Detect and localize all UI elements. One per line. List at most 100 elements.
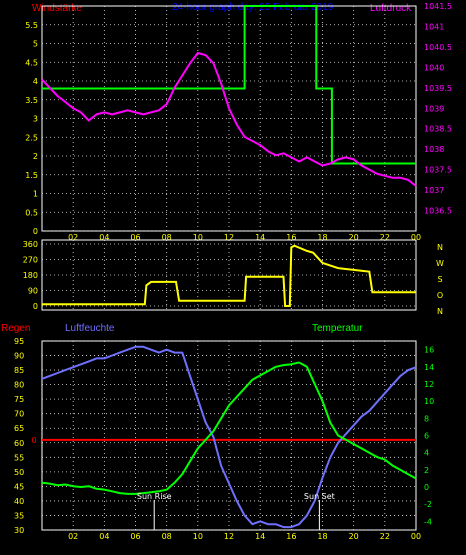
humidity-label: Luftfeuchte xyxy=(65,323,115,334)
chart-title: 24-hour graph day: 25 Februar 2019 xyxy=(172,2,334,13)
pressure-axis-label: Luftdruck xyxy=(370,3,412,14)
y-tick-label-left: 270 xyxy=(23,256,38,265)
wind-direction-panel: 0 90 180 270 360 xyxy=(23,239,417,311)
y-tick-label-right: 16 xyxy=(424,346,434,355)
y-tick-label-right: -4 xyxy=(424,517,432,526)
x-tick-label: 12 xyxy=(224,532,234,541)
x-tick-label: 02 xyxy=(68,532,78,541)
sunrise-label: Sun Rise xyxy=(137,492,172,501)
x-tick-label: 06 xyxy=(130,532,140,541)
x-tick-label: 02 xyxy=(68,233,78,242)
pressure-series-line xyxy=(41,52,417,187)
y-tick-label-right: 1039.5 xyxy=(424,84,452,93)
y-tick-label-right: 1037.5 xyxy=(424,166,452,175)
y-tick-label-left: 4.5 xyxy=(25,58,38,67)
x-tick-label: 14 xyxy=(255,532,265,541)
compass-letter: S xyxy=(437,275,442,284)
temperature-series-line xyxy=(41,361,417,495)
y-tick-label-left: 50 xyxy=(14,468,24,477)
y-tick-label-left: 90 xyxy=(28,287,38,296)
compass-letter: O xyxy=(437,291,443,300)
y-tick-label-left: 5 xyxy=(33,40,38,49)
x-tick-label: 14 xyxy=(255,233,265,242)
temperature-label: Temperatur xyxy=(312,323,363,334)
y-tick-label-left: 2.5 xyxy=(25,133,38,142)
y-tick-label-right: 1036.5 xyxy=(424,207,452,216)
rain-label: Regen xyxy=(1,323,30,334)
x-tick-label: 04 xyxy=(99,233,109,242)
x-tick-label: 04 xyxy=(99,532,109,541)
compass-letter: N xyxy=(437,307,443,316)
y-tick-label-right: 10 xyxy=(424,397,434,406)
y-tick-label-left: 55 xyxy=(14,453,24,462)
y-tick-label-left: 1 xyxy=(33,190,38,199)
x-tick-label: 00 xyxy=(411,233,421,242)
y-tick-label-right: 14 xyxy=(424,363,434,372)
y-tick-label-left: 0 xyxy=(33,227,38,236)
y-tick-label-left: 4 xyxy=(33,77,38,86)
x-tick-label: 12 xyxy=(224,233,234,242)
wind-direction-series-line xyxy=(42,244,416,307)
y-tick-label-right: 0 xyxy=(424,483,429,492)
y-tick-label-left: 2 xyxy=(33,152,38,161)
x-tick-label: 10 xyxy=(193,532,203,541)
x-tick-label: 16 xyxy=(286,233,296,242)
x-tick-label: 22 xyxy=(380,233,390,242)
y-tick-label-left: 180 xyxy=(23,271,38,280)
compass-letter: N xyxy=(437,243,443,252)
x-tick-label: 22 xyxy=(380,532,390,541)
humidity-temperature-panel: 02 04 06 08 10 12 14 16 18 20 22 003035404550556065… xyxy=(14,337,434,541)
y-tick-label-left: 70 xyxy=(14,410,24,419)
y-tick-label-right: 8 xyxy=(424,414,429,423)
x-tick-label: 18 xyxy=(317,233,327,242)
y-tick-label-right: 4 xyxy=(424,449,429,458)
y-tick-label-left: 30 xyxy=(14,526,24,535)
y-tick-label-left: 85 xyxy=(14,366,24,375)
wind-axis-label: Windstärke xyxy=(32,3,82,14)
y-tick-label-left: 360 xyxy=(23,240,38,249)
humidity-series-line xyxy=(41,345,417,529)
y-tick-label-right: 6 xyxy=(424,432,429,441)
y-tick-label-right: 1041 xyxy=(424,22,444,31)
y-tick-label-right: 1040.5 xyxy=(424,43,452,52)
sunset-label: Sun Set xyxy=(304,492,335,501)
y-tick-label-left: 5.5 xyxy=(25,21,38,30)
wind-series-line xyxy=(42,5,416,165)
y-tick-label-right: 1037 xyxy=(424,186,444,195)
x-tick-label: 16 xyxy=(286,532,296,541)
compass-letter: W xyxy=(436,259,444,268)
y-tick-label-left: 75 xyxy=(14,395,24,404)
y-tick-label-left: 3.5 xyxy=(25,96,38,105)
y-tick-label-left: 60 xyxy=(14,439,24,448)
y-tick-label-right: 1038 xyxy=(424,145,444,154)
x-tick-label: 08 xyxy=(162,532,172,541)
y-tick-label-right: -2 xyxy=(424,500,432,509)
y-tick-label-left: 90 xyxy=(14,352,24,361)
x-tick-label: 08 xyxy=(162,233,172,242)
y-tick-label-right: 1039 xyxy=(424,104,444,113)
y-tick-label-right: 12 xyxy=(424,380,434,389)
y-tick-label-right: 1038.5 xyxy=(424,125,452,134)
y-tick-label-right: 1041.5 xyxy=(424,2,452,11)
y-tick-label-left: 35 xyxy=(14,511,24,520)
y-tick-label-right: 2 xyxy=(424,466,429,475)
y-tick-label-left: 65 xyxy=(14,424,24,433)
y-tick-label-left: 1.5 xyxy=(25,171,38,180)
y-tick-label-left: 45 xyxy=(14,482,24,491)
y-tick-label-left: 40 xyxy=(14,497,24,506)
x-tick-label: 00 xyxy=(411,532,421,541)
y-tick-label-left: 0 xyxy=(33,302,38,311)
y-tick-label-left: 0.5 xyxy=(25,208,38,217)
y-tick-label-left: 80 xyxy=(14,381,24,390)
y-tick-label-left: 3 xyxy=(33,115,38,124)
rain-axis-tick: 0 xyxy=(31,436,36,445)
x-tick-label: 10 xyxy=(193,233,203,242)
x-tick-label: 06 xyxy=(130,233,140,242)
y-tick-label-right: 1040 xyxy=(424,63,444,72)
x-tick-label: 18 xyxy=(317,532,327,541)
y-tick-label-left: 95 xyxy=(14,337,24,346)
x-tick-label: 20 xyxy=(349,233,359,242)
